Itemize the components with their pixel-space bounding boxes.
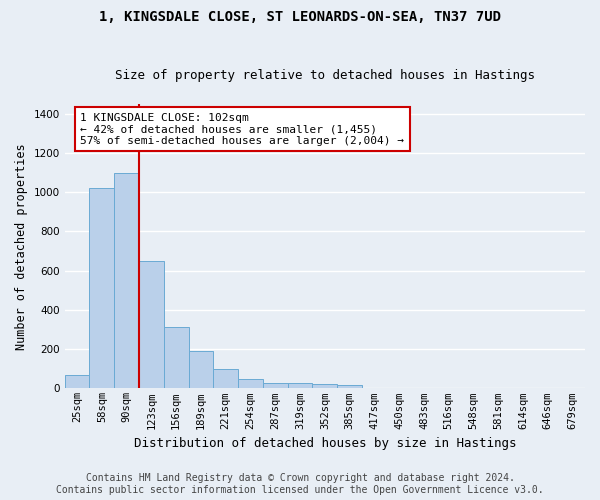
Bar	[89, 188, 114, 388]
Bar	[238, 378, 263, 388]
Bar	[188, 351, 214, 389]
Bar	[287, 384, 313, 388]
Text: Contains HM Land Registry data © Crown copyright and database right 2024.
Contai: Contains HM Land Registry data © Crown c…	[56, 474, 544, 495]
Bar	[139, 261, 164, 388]
X-axis label: Distribution of detached houses by size in Hastings: Distribution of detached houses by size …	[134, 437, 516, 450]
Text: 1, KINGSDALE CLOSE, ST LEONARDS-ON-SEA, TN37 7UD: 1, KINGSDALE CLOSE, ST LEONARDS-ON-SEA, …	[99, 10, 501, 24]
Bar	[214, 369, 238, 388]
Text: 1 KINGSDALE CLOSE: 102sqm
← 42% of detached houses are smaller (1,455)
57% of se: 1 KINGSDALE CLOSE: 102sqm ← 42% of detac…	[80, 112, 404, 146]
Bar	[65, 374, 89, 388]
Y-axis label: Number of detached properties: Number of detached properties	[15, 143, 28, 350]
Bar	[164, 326, 188, 388]
Bar	[114, 172, 139, 388]
Bar	[263, 382, 287, 388]
Title: Size of property relative to detached houses in Hastings: Size of property relative to detached ho…	[115, 69, 535, 82]
Bar	[313, 384, 337, 388]
Bar	[337, 386, 362, 388]
